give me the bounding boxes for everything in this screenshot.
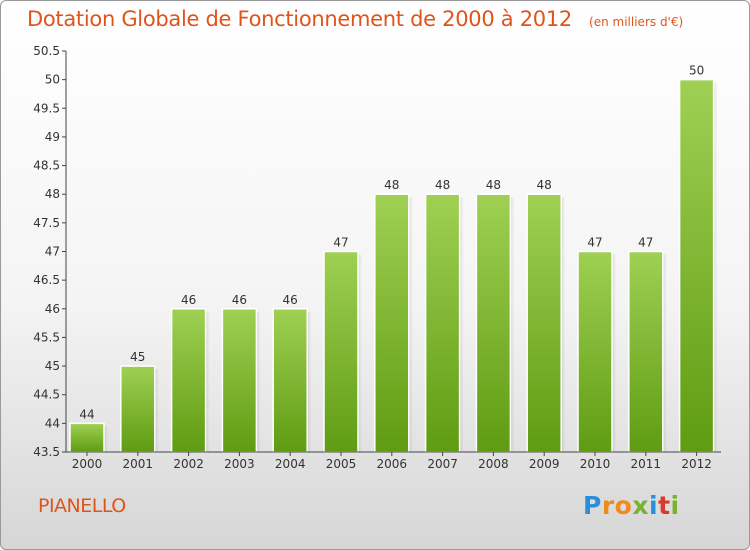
y-tick-label: 48 bbox=[45, 187, 60, 201]
bar-2001 bbox=[120, 365, 156, 453]
data-label: 48 bbox=[537, 178, 552, 192]
bar-2003 bbox=[221, 308, 258, 453]
bar-shadow bbox=[358, 254, 362, 452]
x-tick-label: 2003 bbox=[224, 457, 255, 471]
logo-letter: r bbox=[601, 491, 615, 520]
bars: 44 45 46 46 46 47 48 48 48 48 47 47 50 bbox=[69, 64, 718, 453]
data-label: 48 bbox=[486, 178, 501, 192]
bar-2012 bbox=[678, 78, 715, 453]
bar-2004 bbox=[272, 308, 308, 453]
y-tick-label: 49.5 bbox=[33, 101, 60, 115]
logo-letter: o bbox=[614, 491, 633, 520]
data-label: 44 bbox=[79, 407, 94, 421]
title-row: Dotation Globale de Fonctionnement de 20… bbox=[27, 7, 683, 31]
data-label: 48 bbox=[384, 178, 399, 192]
bar-shadow bbox=[205, 311, 210, 452]
bar-shadow bbox=[662, 254, 667, 452]
y-tick-label: 48.5 bbox=[33, 159, 60, 173]
y-tick-label: 45.5 bbox=[33, 330, 60, 344]
data-label: 46 bbox=[181, 293, 196, 307]
data-label: 47 bbox=[587, 236, 602, 250]
data-label: 45 bbox=[130, 350, 145, 364]
bar-shadow bbox=[510, 197, 515, 452]
x-tick-label: 2007 bbox=[427, 457, 458, 471]
x-tick-label: 2006 bbox=[377, 457, 408, 471]
logo-letter: P bbox=[583, 491, 602, 520]
y-tick-label: 46.5 bbox=[33, 273, 60, 287]
x-tick-label: 2004 bbox=[275, 457, 306, 471]
y-tick-label: 44.5 bbox=[33, 388, 60, 402]
logo-letter: i bbox=[649, 491, 659, 520]
commune-name: PIANELLO bbox=[38, 495, 126, 517]
y-tick-label: 47 bbox=[45, 245, 60, 259]
bar-shadow bbox=[612, 254, 616, 452]
bar-shadow bbox=[256, 311, 261, 452]
x-tick-label: 2001 bbox=[123, 457, 154, 471]
y-tick-label: 43.5 bbox=[33, 445, 60, 459]
data-label: 46 bbox=[283, 293, 298, 307]
x-tick-label: 2002 bbox=[173, 457, 204, 471]
bar-2006 bbox=[374, 193, 410, 453]
x-tick-label: 2000 bbox=[72, 457, 103, 471]
logo-letter: t bbox=[658, 491, 671, 520]
proxiti-logo[interactable]: Proxiti bbox=[583, 491, 680, 520]
y-tick-label: 46 bbox=[45, 302, 60, 316]
bar-2000 bbox=[69, 422, 105, 453]
bar-2010 bbox=[577, 250, 613, 453]
x-axis: 2000 2001 2002 2003 2004 2005 2006 2007 2008 2009… bbox=[66, 451, 721, 471]
chart-title: Dotation Globale de Fonctionnement de 20… bbox=[27, 7, 572, 31]
data-label: 47 bbox=[333, 236, 348, 250]
y-tick-label: 44 bbox=[45, 416, 60, 430]
y-tick-label: 50 bbox=[45, 73, 60, 87]
bar-shadow bbox=[408, 197, 413, 452]
logo-letter: x bbox=[632, 491, 649, 520]
x-tick-label: 2005 bbox=[326, 457, 357, 471]
bar-shadow bbox=[561, 197, 566, 452]
data-label: 50 bbox=[689, 64, 704, 78]
y-axis: 43.5 44 44.5 45 45.5 46 46.5 47 47.5 48 48.5 49 49.5… bbox=[33, 44, 67, 459]
y-tick-label: 45 bbox=[45, 359, 60, 373]
bar-shadow bbox=[104, 426, 108, 452]
x-tick-label: 2011 bbox=[631, 457, 662, 471]
y-tick-label: 47.5 bbox=[33, 216, 60, 230]
x-tick-label: 2010 bbox=[580, 457, 611, 471]
data-label: 47 bbox=[638, 236, 653, 250]
x-tick-label: 2012 bbox=[681, 457, 712, 471]
chart-unit-note: (en milliers d'€) bbox=[589, 15, 684, 29]
bar-2002 bbox=[170, 308, 207, 453]
data-label: 46 bbox=[232, 293, 247, 307]
bar-shadow bbox=[154, 369, 159, 452]
bar-2008 bbox=[475, 193, 512, 453]
bar-2007 bbox=[424, 193, 461, 453]
y-tick-label: 49 bbox=[45, 130, 60, 144]
x-tick-label: 2008 bbox=[478, 457, 509, 471]
bar-shadow bbox=[307, 311, 312, 452]
bar-shadow bbox=[459, 197, 464, 452]
bar-shadow bbox=[713, 82, 718, 453]
bar-2005 bbox=[323, 250, 359, 453]
y-tick-label: 50.5 bbox=[33, 44, 60, 58]
bar-2011 bbox=[628, 250, 664, 453]
bar-2009 bbox=[526, 193, 562, 453]
x-tick-label: 2009 bbox=[529, 457, 560, 471]
data-label: 48 bbox=[435, 178, 450, 192]
logo-letter: i bbox=[670, 491, 680, 520]
